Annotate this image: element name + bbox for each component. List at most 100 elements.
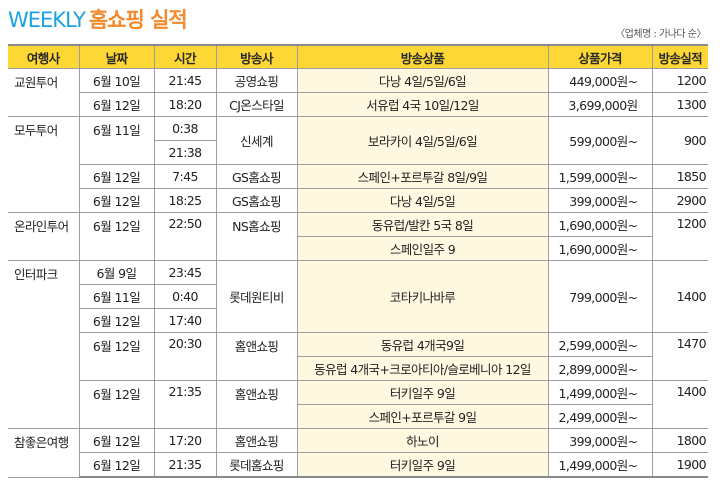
date-cell: 6월 11일 [79, 284, 155, 309]
page-title: WEEKLY 홈쇼핑 실적 [8, 4, 188, 34]
performance-cell: 1400 [651, 380, 708, 429]
date-cell: 6월 10일 [78, 68, 155, 93]
product-cell: 코타키나바루 [296, 260, 549, 333]
table-row: 6월 12일 7:45 GS홈쇼핑 스페인+포르투갈 8일/9일 1,599,0… [8, 164, 708, 189]
product-cell: 동유럽 4개국9일 [296, 332, 549, 357]
header-performance: 방송실적 [651, 44, 708, 69]
header-time: 시간 [153, 44, 217, 69]
price-cell: 449,000원~ [547, 68, 653, 93]
title-ko: 홈쇼핑 실적 [88, 8, 188, 32]
table-row: 6월 12일 18:25 GS홈쇼핑 다낭 4일/5일 399,000원~ 29… [8, 188, 708, 213]
performance-cell: 1850 [651, 164, 708, 189]
table-row: 동유럽 4개국+크로아티아/슬로베니아 12일 2,899,000원~ [8, 356, 708, 381]
broadcaster-cell: 롯데홈쇼핑 [215, 452, 298, 478]
time-cell: 20:30 [153, 332, 217, 381]
date-cell: 6월 12일 [78, 212, 155, 261]
price-cell: 399,000원~ [547, 428, 653, 453]
date-cell: 6월 9일 [78, 260, 155, 285]
performance-cell: 1200 [651, 68, 708, 93]
price-cell: 599,000원~ [547, 116, 653, 165]
price-cell: 1,690,000원~ [547, 212, 653, 237]
time-cell: 21:35 [153, 452, 217, 478]
table-row: 스페인+포르투갈 9일 2,499,000원~ [8, 404, 708, 429]
time-cell: 21:35 [153, 380, 217, 429]
table-row: 6월 11일 0:40 [8, 284, 708, 309]
price-cell: 1,690,000원~ [547, 236, 652, 261]
table-row: 인터파크 6월 9일 23:45 롯데원티비 코타키나바루 799,000원~ … [8, 260, 708, 429]
price-cell: 1,499,000원~ [547, 380, 653, 405]
performance-cell: 1470 [651, 332, 708, 381]
broadcaster-cell: 홈앤쇼핑 [215, 380, 298, 429]
product-cell: 스페인+포르투갈 9일 [297, 404, 549, 429]
price-cell: 2,499,000원~ [547, 404, 652, 429]
product-cell: 하노이 [296, 428, 549, 453]
product-cell: 보라카이 4일/5일/6일 [296, 116, 549, 165]
date-cell: 6월 11일 [78, 116, 155, 165]
performance-cell: 1200 [651, 212, 708, 261]
agency-cell: 모두투어 [8, 116, 80, 213]
price-cell: 1,599,000원~ [547, 164, 653, 189]
performance-cell: 1300 [651, 92, 708, 117]
price-cell: 399,000원~ [547, 188, 653, 213]
date-cell: 6월 12일 [79, 188, 155, 213]
table-row: 스페인일주 9 1,690,000원~ [8, 236, 708, 261]
time-cell: 0:40 [153, 284, 216, 309]
performance-cell: 1900 [651, 452, 708, 478]
time-cell: 18:20 [153, 92, 217, 117]
broadcaster-cell: GS홈쇼핑 [215, 188, 298, 213]
agency-cell: 인터파크 [8, 260, 80, 429]
table-row: 6월 12일 21:35 롯데홈쇼핑 터키일주 9일 1,499,000원~ 1… [8, 452, 708, 478]
time-cell: 21:38 [154, 140, 216, 165]
broadcaster-cell: 롯데원티비 [215, 260, 298, 333]
time-cell: 23:45 [153, 260, 217, 285]
product-cell: 터키일주 9일 [296, 380, 549, 405]
shopping-results-table: 여행사 날짜 시간 방송사 방송상품 상품가격 방송실적 교원투어 6월 10일… [8, 44, 708, 478]
broadcaster-cell: 홈앤쇼핑 [215, 428, 298, 453]
table-row: 21:38 [8, 140, 708, 165]
agency-cell: 참좋은여행 [8, 428, 80, 478]
performance-cell: 1400 [651, 260, 708, 333]
date-cell: 6월 12일 [79, 452, 155, 478]
performance-cell: 2900 [651, 188, 708, 213]
product-cell: 서유럽 4국 10일/12일 [296, 92, 549, 117]
product-cell: 스페인+포르투갈 8일/9일 [296, 164, 549, 189]
broadcaster-cell: 홈앤쇼핑 [215, 332, 298, 381]
header-broadcaster: 방송사 [215, 44, 298, 69]
product-cell: 동유럽/발칸 5국 8일 [296, 212, 549, 237]
date-cell: 6월 12일 [79, 332, 155, 381]
table-row: 모두투어 6월 11일 0:38 신세계 보라카이 4일/5일/6일 599,0… [8, 116, 708, 213]
table-row: 교원투어 6월 10일 21:45 공영쇼핑 다낭 4일/5일/6일 449,0… [8, 68, 708, 117]
time-cell: 17:20 [153, 428, 217, 453]
time-cell: 17:40 [153, 308, 216, 333]
price-cell: 3,699,000원 [547, 92, 653, 117]
sort-note: 〈업체명 : 가나다 순〉 [615, 29, 706, 40]
table-row: 온라인투어 6월 12일 22:50 NS홈쇼핑 동유럽/발칸 5국 8일 1,… [8, 212, 708, 261]
time-cell: 18:25 [153, 188, 217, 213]
broadcaster-cell: NS홈쇼핑 [215, 212, 298, 261]
performance-cell: 1800 [651, 428, 708, 453]
performance-cell: 900 [651, 116, 708, 165]
table-row: 6월 12일 18:20 CJ온스타일 서유럽 4국 10일/12일 3,699… [8, 92, 708, 117]
agency-cell: 온라인투어 [8, 212, 80, 261]
table-row: 참좋은여행 6월 12일 17:20 홈앤쇼핑 하노이 399,000원~ 18… [8, 428, 708, 478]
product-cell: 터키일주 9일 [296, 452, 549, 478]
date-cell: 6월 12일 [79, 92, 155, 117]
table-row: 6월 12일 17:40 [8, 308, 708, 333]
time-cell: 22:50 [153, 212, 217, 261]
header-agency: 여행사 [8, 44, 80, 69]
title-en: WEEKLY [8, 8, 86, 32]
table-row: 6월 12일 21:35 홈앤쇼핑 터키일주 9일 1,499,000원~ 14… [8, 380, 708, 429]
date-cell: 6월 12일 [78, 428, 155, 453]
broadcaster-cell: CJ온스타일 [215, 92, 298, 117]
broadcaster-cell: GS홈쇼핑 [215, 164, 298, 189]
date-cell: 6월 12일 [79, 380, 155, 429]
price-cell: 1,499,000원~ [547, 452, 653, 478]
broadcaster-cell: 신세계 [215, 116, 298, 165]
time-cell: 0:38 [153, 116, 217, 141]
price-cell: 799,000원~ [547, 260, 653, 333]
broadcaster-cell: 공영쇼핑 [215, 68, 298, 93]
product-cell: 다낭 4일/5일/6일 [296, 68, 549, 93]
table-header-row: 여행사 날짜 시간 방송사 방송상품 상품가격 방송실적 [8, 44, 708, 69]
product-cell: 동유럽 4개국+크로아티아/슬로베니아 12일 [297, 356, 549, 381]
time-cell: 21:45 [153, 68, 217, 93]
